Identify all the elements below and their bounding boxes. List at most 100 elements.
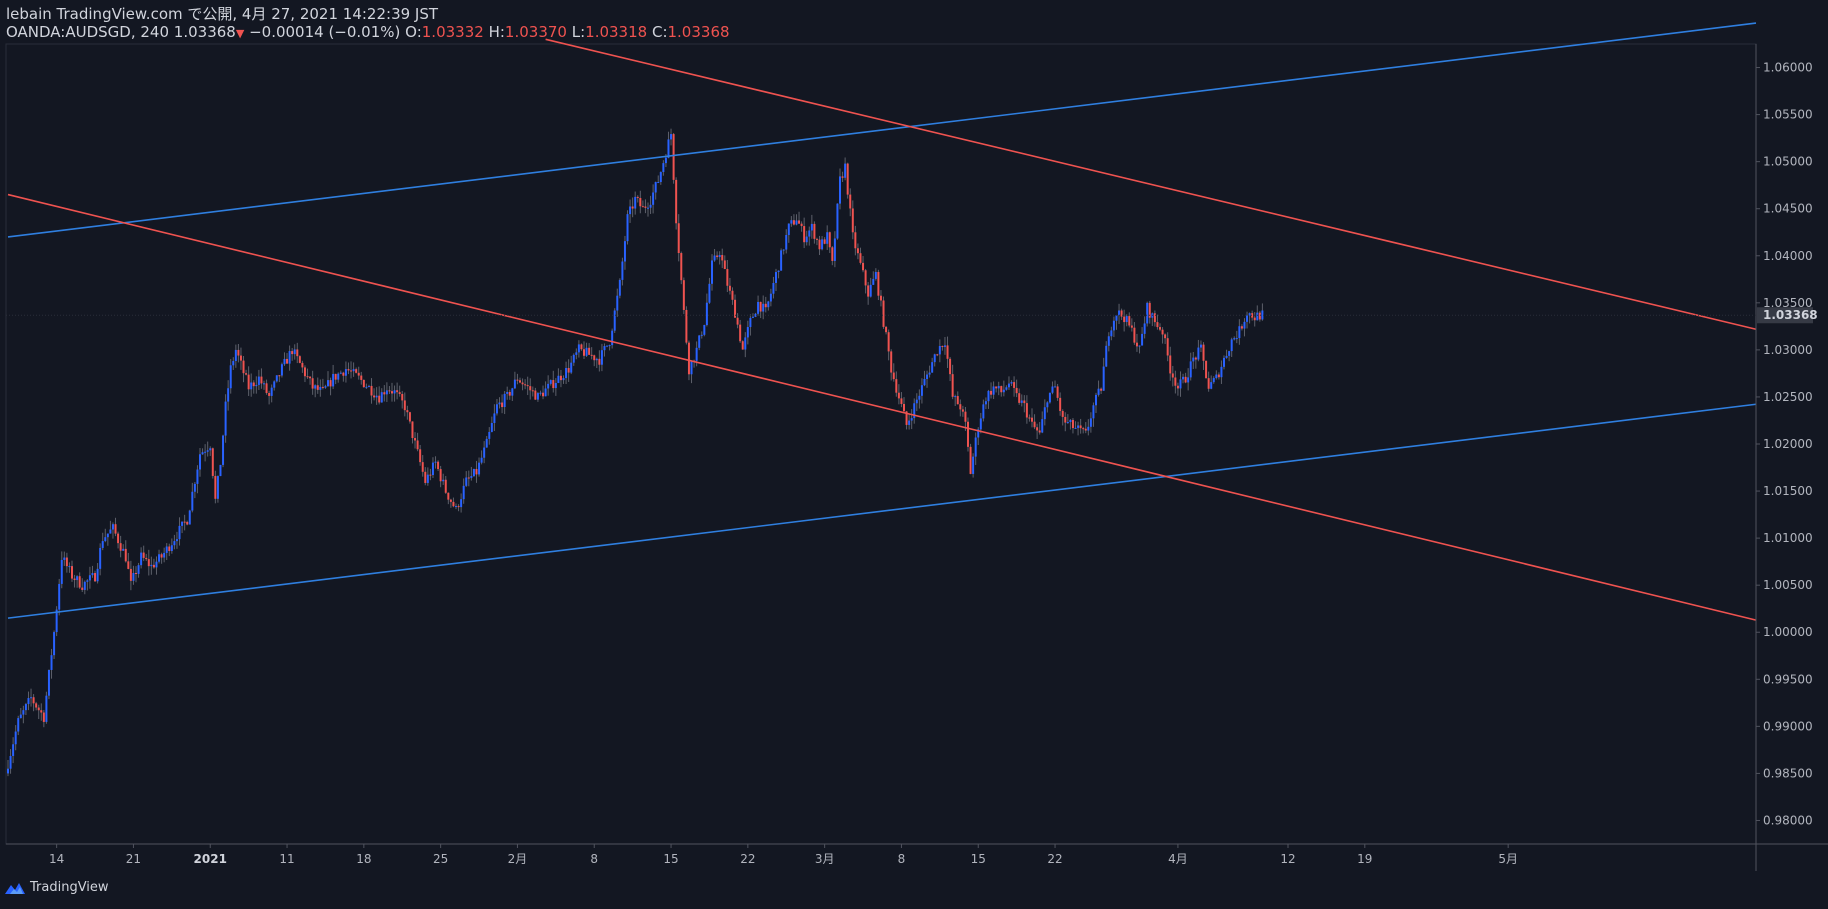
candle-body	[705, 302, 708, 326]
candle-body	[1256, 312, 1259, 321]
candle-body	[833, 238, 836, 261]
candle-body	[324, 386, 327, 388]
low-label: L:	[571, 23, 586, 41]
candle-body	[1197, 347, 1200, 360]
candle-body	[1176, 385, 1179, 389]
candle-body	[457, 506, 460, 508]
candle-body	[1007, 383, 1010, 388]
candle-body	[142, 552, 145, 558]
candle-body	[27, 698, 30, 705]
y-tick-label: 0.98500	[1763, 766, 1813, 780]
candle-body	[40, 710, 43, 713]
candle-body	[734, 299, 737, 318]
close-label: C:	[651, 23, 668, 41]
candle-body	[1028, 417, 1031, 419]
candle-body	[1258, 312, 1261, 320]
ohlc-line: OANDA:AUDSGD, 240 1.03368▼ −0.00014 (−0.…	[6, 23, 730, 43]
candle-body	[193, 483, 196, 492]
candle-body	[50, 655, 53, 670]
candle-body	[629, 206, 632, 215]
candle-body	[1248, 313, 1251, 316]
candle-body	[892, 372, 895, 380]
candle-body	[483, 447, 486, 458]
candle-body	[721, 255, 724, 261]
candle-body	[1020, 400, 1023, 403]
candle-body	[68, 566, 71, 568]
candle-body	[1153, 313, 1156, 323]
candle-body	[465, 477, 468, 486]
candle-body	[826, 232, 829, 244]
candle-body	[1015, 387, 1018, 394]
candle-body	[155, 561, 158, 568]
candle-body	[83, 581, 86, 590]
candle-body	[250, 382, 253, 390]
candle-body	[600, 350, 603, 365]
candle-body	[301, 362, 304, 368]
candle-body	[1169, 355, 1172, 374]
footer-brand[interactable]: TradingView	[4, 880, 109, 895]
candle-body	[700, 334, 703, 336]
candle-body	[35, 703, 38, 708]
candle-body	[9, 755, 12, 769]
candle-body	[585, 347, 588, 356]
y-tick-label: 1.00000	[1763, 625, 1813, 639]
candle-body	[501, 402, 504, 408]
candle-body	[406, 410, 409, 413]
x-tick-label: 2021	[194, 852, 227, 866]
candle-body	[1210, 382, 1213, 389]
candle-body	[14, 731, 17, 745]
candle-body	[503, 393, 506, 408]
candle-body	[444, 479, 447, 493]
candle-body	[455, 506, 457, 508]
candle-body	[767, 301, 770, 308]
candle-body	[60, 559, 63, 584]
candle-body	[431, 462, 434, 476]
candle-body	[867, 285, 870, 297]
candle-body	[81, 587, 84, 590]
candle-body	[398, 392, 401, 394]
candle-body	[1243, 321, 1246, 329]
candle-body	[1215, 374, 1218, 379]
candle-body	[547, 383, 550, 389]
candle-body	[890, 351, 893, 373]
candle-body	[488, 431, 491, 439]
candle-body	[951, 374, 954, 397]
candle-body	[209, 448, 212, 451]
candle-body	[713, 255, 716, 261]
candle-body	[741, 341, 744, 350]
candle-body	[941, 346, 944, 348]
candle-body	[263, 383, 265, 385]
candle-body	[1092, 405, 1095, 419]
candle-body	[1025, 403, 1028, 418]
candle-body	[306, 376, 309, 378]
candle-body	[1164, 334, 1167, 339]
y-tick-label: 1.03500	[1763, 296, 1813, 310]
high-value: 1.03370	[504, 23, 567, 41]
y-tick-label: 1.05500	[1763, 108, 1813, 122]
brand-label: TradingView	[30, 880, 109, 895]
candle-body	[567, 368, 570, 373]
candle-body	[383, 392, 386, 395]
y-tick-label: 1.02500	[1763, 390, 1813, 404]
candle-body	[652, 192, 655, 205]
candle-body	[611, 330, 614, 346]
x-tick-label: 25	[433, 852, 448, 866]
candle-body	[803, 226, 806, 243]
candle-body	[524, 384, 527, 386]
candle-body	[519, 380, 521, 383]
candle-body	[270, 387, 273, 396]
candle-body	[178, 525, 181, 540]
y-tick-label: 0.99500	[1763, 672, 1813, 686]
candle-body	[903, 403, 905, 412]
candle-body	[303, 367, 306, 377]
candle-body	[1066, 422, 1069, 424]
candle-body	[321, 386, 324, 388]
candle-body	[170, 545, 173, 552]
y-tick-label: 0.99000	[1763, 719, 1813, 733]
candle-body	[175, 539, 178, 542]
candle-body	[201, 452, 204, 455]
candle-body	[590, 354, 593, 356]
candle-body	[78, 576, 81, 588]
candle-body	[613, 310, 616, 331]
